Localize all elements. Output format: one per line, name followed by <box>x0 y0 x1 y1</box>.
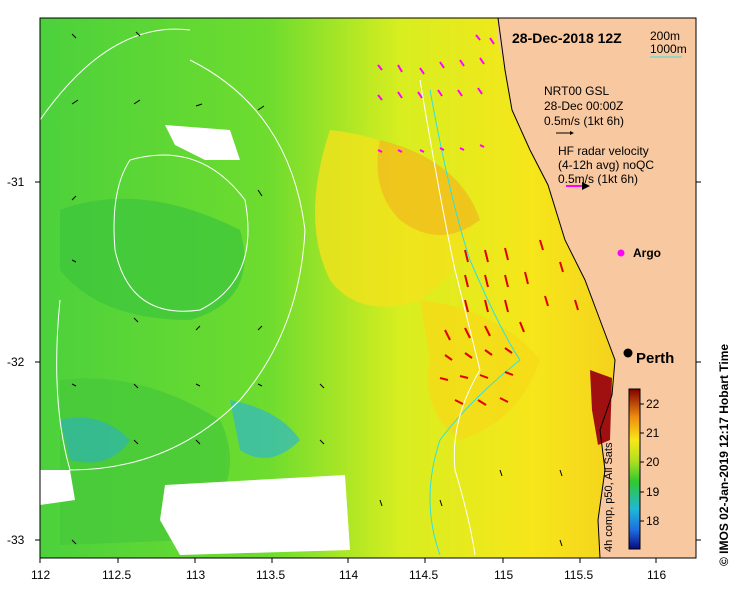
x-tick-114: 114 <box>339 568 359 582</box>
eddy-contour-outer <box>56 59 306 471</box>
colorbar-tick-22: 22 <box>646 397 660 411</box>
cool-eddy <box>60 198 245 320</box>
x-tick-113-5: 113.5 <box>256 568 286 582</box>
axis-ticks <box>35 181 701 563</box>
land <box>498 18 696 558</box>
gsl-legend-scale: 0.5m/s (1kt 6h) <box>544 114 625 128</box>
depth-legend-200m: 200m <box>650 29 681 43</box>
x-tick-115: 115 <box>494 568 514 582</box>
hf-legend-scale: 0.5m/s (1kt 6h) <box>558 172 639 186</box>
plot-frame <box>39 17 697 559</box>
x-tick-115-5: 115.5 <box>564 568 594 582</box>
plot-area <box>39 17 697 559</box>
perth-label: Perth <box>636 350 675 367</box>
hf-legend-avg: (4-12h avg) noQC <box>558 158 655 172</box>
warm-core <box>377 140 480 235</box>
x-tick-114-5: 114.5 <box>409 568 439 582</box>
colorbar-tick-20: 20 <box>646 455 660 469</box>
colorbar-ticks <box>640 403 644 522</box>
hf-radar-arrows <box>377 34 495 153</box>
contour-200m <box>429 89 521 556</box>
gsl-legend-title: NRT00 GSL <box>544 84 610 98</box>
eddy-contour-inner <box>113 154 249 312</box>
hf-legend-title: HF radar velocity <box>558 144 649 158</box>
depth-legend-1000m: 1000m <box>650 42 687 56</box>
eddy-contour-north <box>39 28 191 121</box>
x-tick-116: 116 <box>647 568 667 582</box>
coastline <box>497 17 616 559</box>
cloud-gap-2 <box>160 475 350 555</box>
x-tick-112-5: 112.5 <box>102 568 132 582</box>
y-tick-m33: -33 <box>7 533 25 547</box>
colorbar-label: 4h comp, p50, All Sats <box>603 442 615 552</box>
contour-1000m <box>419 79 481 556</box>
gsl-legend-date: 28-Dec 00:00Z <box>544 99 624 113</box>
colorbar-tick-18: 18 <box>646 514 660 528</box>
y-tick-m32: -32 <box>7 355 25 369</box>
perth-marker <box>623 348 633 358</box>
colorbar-tick-19: 19 <box>646 485 660 499</box>
cloud-gap-1 <box>165 125 240 160</box>
colorbar <box>628 388 641 550</box>
argo-marker <box>617 249 625 257</box>
x-tick-112: 112 <box>31 568 51 582</box>
cool-blue-patch-2 <box>60 417 130 463</box>
coastal-warm-strip <box>590 370 612 445</box>
credit-text: © IMOS 02-Jan-2019 12:17 Hobart Time <box>717 343 731 566</box>
cloud-gap-3 <box>40 470 75 505</box>
y-tick-m31: -31 <box>7 175 25 189</box>
argo-label: Argo <box>633 246 661 260</box>
cool-blue-patch <box>230 400 300 458</box>
map-title: 28-Dec-2018 12Z <box>512 30 622 46</box>
model-arrows <box>71 31 563 547</box>
radar-arrows <box>439 239 579 406</box>
x-tick-113: 113 <box>186 568 206 582</box>
colorbar-tick-21: 21 <box>646 426 660 440</box>
